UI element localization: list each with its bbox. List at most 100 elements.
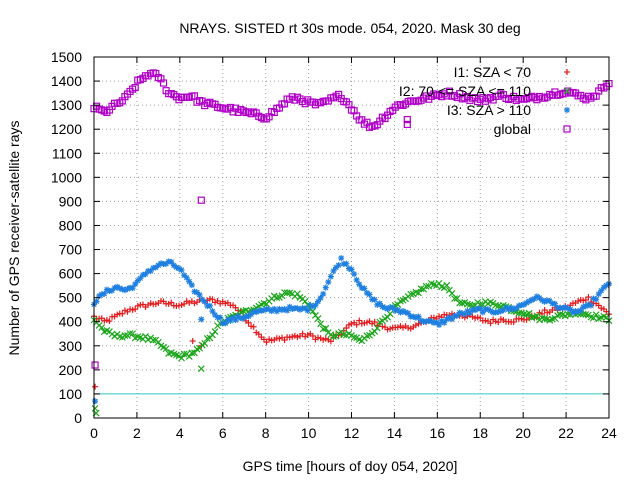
data-point	[186, 278, 193, 285]
y-tick-label: 500	[59, 290, 83, 306]
data-point	[448, 290, 456, 297]
data-point	[284, 307, 291, 314]
data-point	[312, 302, 319, 309]
data-point	[595, 291, 602, 298]
data-point	[301, 297, 309, 305]
grid-layer	[94, 57, 609, 418]
data-point	[201, 298, 208, 305]
data-point	[563, 87, 571, 95]
legend-entry: I3: SZA > 110	[447, 102, 570, 118]
legend-label: I1: SZA < 70	[454, 64, 532, 80]
data-point	[131, 83, 139, 92]
data-point	[525, 309, 533, 317]
data-point	[510, 319, 517, 326]
legend-entry: I2: 70 <= SZA <= 110	[399, 83, 571, 99]
x-tick-label: 8	[262, 425, 270, 441]
y-tick-label: 1300	[51, 97, 82, 113]
data-point	[129, 285, 136, 292]
data-point	[188, 282, 195, 289]
x-tick-label: 18	[472, 425, 488, 441]
chart-title: NRAYS. SISTED rt 30s mode. 054, 2020. Ma…	[179, 20, 520, 36]
data-point	[487, 320, 494, 327]
data-point	[232, 317, 239, 324]
data-point	[320, 290, 327, 297]
x-tick-label: 12	[344, 425, 360, 441]
data-point	[361, 285, 368, 292]
data-point	[209, 296, 216, 303]
data-point	[162, 345, 170, 353]
data-point	[356, 317, 363, 324]
data-point	[197, 196, 205, 204]
data-point	[129, 330, 137, 338]
data-point	[373, 324, 381, 332]
y-axis-label: Number of GPS receiver-satellite rays	[6, 121, 22, 356]
y-tick-label: 1100	[52, 145, 82, 161]
data-point	[477, 305, 484, 312]
data-point	[330, 267, 337, 274]
data-point	[91, 361, 99, 369]
data-point	[325, 279, 332, 286]
data-point	[149, 336, 157, 344]
data-point	[180, 350, 188, 358]
y-tick-label: 700	[59, 242, 83, 258]
x-tick-label: 16	[430, 425, 446, 441]
x-tick-label: 24	[601, 425, 617, 441]
data-point	[582, 311, 590, 318]
y-tick-label: 300	[59, 338, 83, 354]
y-tick-label: 600	[59, 266, 83, 282]
data-point	[587, 302, 594, 309]
data-point	[101, 290, 108, 297]
data-point	[327, 273, 334, 280]
data-point	[371, 318, 378, 325]
data-point	[343, 260, 350, 267]
data-point	[189, 337, 196, 344]
data-point	[407, 290, 415, 298]
data-point	[93, 298, 100, 305]
data-point	[403, 120, 411, 128]
y-tick-label: 100	[59, 386, 83, 402]
y-tick-label: 1000	[51, 169, 82, 185]
data-point	[348, 266, 355, 273]
data-point	[556, 311, 564, 318]
data-point	[363, 332, 371, 340]
data-point	[188, 349, 196, 357]
data-point	[217, 314, 224, 321]
series-4	[90, 69, 613, 369]
data-point	[592, 311, 600, 319]
data-point	[415, 289, 422, 297]
data-point	[92, 383, 99, 390]
data-point	[178, 267, 185, 274]
data-point	[343, 325, 350, 332]
y-tick-label: 0	[74, 410, 82, 426]
data-point	[273, 294, 281, 302]
y-tick-label: 800	[59, 217, 83, 233]
data-point	[206, 302, 213, 309]
y-tick-label: 1200	[51, 121, 82, 137]
x-tick-label: 4	[176, 425, 184, 441]
data-point	[353, 321, 360, 328]
data-point	[106, 318, 113, 325]
y-tick-label: 200	[59, 362, 83, 378]
data-point	[405, 310, 412, 317]
data-point	[351, 271, 358, 278]
data-point	[309, 332, 316, 339]
legend: I1: SZA < 70 I2: 70 <= SZA <= 110 I3: SZA …	[399, 64, 571, 137]
data-point	[185, 353, 193, 360]
data-point	[121, 332, 129, 339]
y-tick-label: 900	[59, 193, 83, 209]
data-point	[201, 340, 209, 347]
data-point	[119, 310, 126, 317]
x-tick-label: 0	[90, 425, 98, 441]
data-point	[564, 107, 570, 113]
data-point	[551, 300, 558, 307]
data-point	[350, 334, 358, 341]
x-tick-label: 20	[515, 425, 531, 441]
data-point	[436, 321, 443, 328]
x-tick-label: 10	[301, 425, 317, 441]
data-point	[417, 285, 425, 293]
data-point	[366, 291, 373, 298]
data-point	[304, 307, 311, 314]
data-point	[338, 255, 345, 262]
data-point	[340, 331, 348, 339]
x-tick-label: 6	[219, 425, 227, 441]
